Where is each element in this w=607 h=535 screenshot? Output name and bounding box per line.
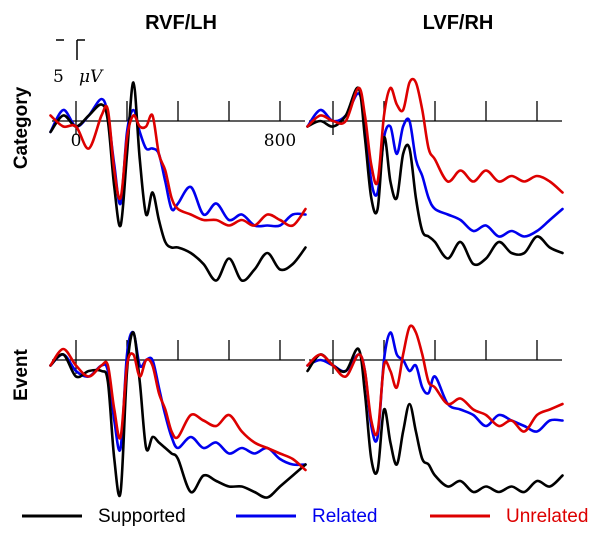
- legend-item-unrelated: Unrelated: [430, 506, 588, 527]
- series-line-supported: [49, 331, 307, 499]
- legend-label-supported: Supported: [98, 506, 186, 527]
- legend-label-unrelated: Unrelated: [506, 506, 588, 527]
- scale-value: 5: [53, 67, 64, 87]
- scale-unit: μV: [79, 67, 104, 87]
- series-line-unrelated: [306, 77, 564, 194]
- series-line-unrelated: [49, 347, 307, 472]
- legend-label-related: Related: [312, 506, 378, 527]
- row-label-category: Category: [11, 86, 32, 169]
- series-line-supported: [306, 347, 564, 494]
- row-labels: Category Event: [11, 86, 32, 400]
- legend-item-related: Related: [236, 506, 378, 527]
- row-label-event: Event: [11, 348, 32, 400]
- column-title-rvf-lh: RVF/LH: [145, 12, 217, 34]
- voltage-scale-bar: 5 μV: [53, 39, 104, 87]
- erp-panels: 0 800: [49, 77, 564, 499]
- panel-event-lvf-rh: [306, 324, 564, 494]
- legend: Supported Related Unrelated: [22, 506, 588, 527]
- legend-item-supported: Supported: [22, 506, 186, 527]
- series-line-unrelated: [306, 324, 564, 437]
- panel-event-rvf-lh: [49, 330, 307, 499]
- x-tick-label-800: 800: [264, 131, 296, 151]
- column-titles: RVF/LH LVF/RH: [145, 12, 493, 34]
- panel-category-lvf-rh: [306, 77, 564, 267]
- panel-category-rvf-lh: 0 800: [49, 81, 307, 283]
- series-line-unrelated: [49, 104, 307, 228]
- x-tick-label-0: 0: [71, 131, 82, 151]
- column-title-lvf-rh: LVF/RH: [423, 12, 494, 34]
